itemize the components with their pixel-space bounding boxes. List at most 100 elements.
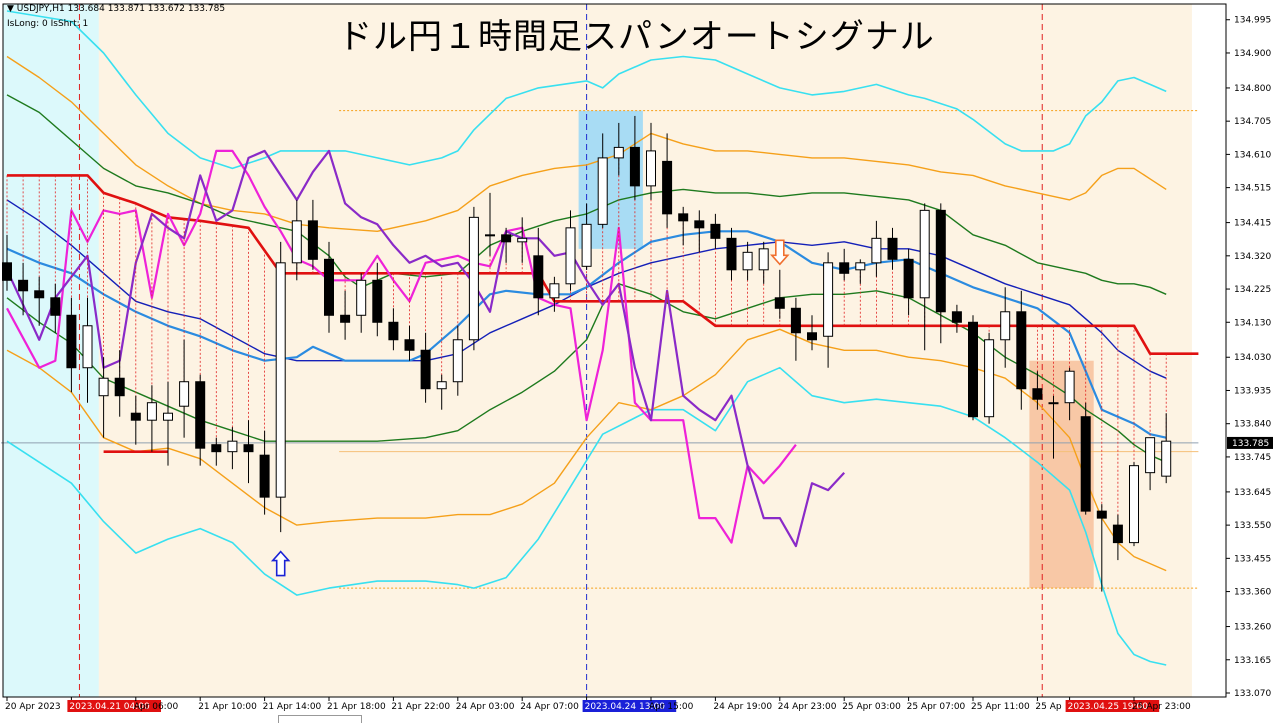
y-tick-label: 134.705: [1234, 117, 1271, 127]
x-tick-label: 20 Apr 2023: [5, 702, 61, 712]
y-tick-label: 134.900: [1234, 49, 1271, 59]
candle-body: [114, 377, 125, 397]
candle: [565, 210, 576, 291]
y-tick-label: 133.550: [1234, 521, 1271, 531]
series-blue_ma: [6, 230, 1167, 439]
candle-body: [420, 349, 431, 390]
candle-body: [807, 332, 817, 341]
candle-body: [501, 234, 512, 243]
y-tick-label: 133.260: [1234, 623, 1271, 633]
candle-body: [18, 279, 29, 292]
y-tick-label: 133.360: [1234, 588, 1271, 598]
candle-body: [146, 402, 157, 421]
candle: [758, 241, 769, 284]
series-purple: [6, 149, 846, 548]
y-tick-label: 134.415: [1234, 219, 1271, 229]
candle: [662, 133, 673, 228]
candle-body: [50, 297, 61, 316]
candle: [613, 122, 624, 176]
candle: [1032, 371, 1043, 410]
chart-title: ドル円１時間足スパンオートシグナル: [338, 17, 935, 57]
candle: [1080, 402, 1091, 515]
candle-body: [324, 258, 334, 316]
candle: [372, 262, 383, 337]
candle-body: [34, 290, 45, 299]
candle-body: [919, 209, 930, 299]
down-arrow-icon: [770, 239, 790, 266]
candle: [903, 248, 914, 316]
candle: [710, 213, 721, 249]
candle-body: [452, 339, 463, 383]
candle-body: [130, 412, 141, 421]
y-tick-label: 133.165: [1234, 656, 1271, 666]
series-navy_ma: [6, 199, 1167, 379]
x-tick-label: 25 Ap: [1035, 702, 1061, 712]
candle-body: [1064, 370, 1075, 404]
candle: [34, 276, 45, 326]
candle: [517, 217, 528, 263]
candle-body: [871, 237, 882, 264]
candle-body: [356, 279, 367, 316]
candle-body: [1145, 437, 1156, 474]
candle-body: [1016, 311, 1027, 390]
candle: [18, 262, 29, 316]
candle: [871, 220, 882, 277]
candle: [195, 374, 206, 466]
candle: [485, 192, 495, 256]
candle: [291, 199, 302, 281]
candle: [307, 199, 318, 270]
indicator-info: IsLong: 0 IsShrt: 1: [7, 19, 89, 29]
candle: [629, 115, 640, 200]
candle-body: [211, 444, 222, 453]
candle: [66, 297, 77, 393]
right-margin: [1191, 4, 1226, 697]
candle: [935, 203, 946, 344]
candle-body: [388, 321, 399, 341]
candle-body: [98, 377, 109, 397]
candle-body: [855, 262, 866, 271]
current-price-label: 133.785: [1232, 439, 1269, 449]
candle: [549, 276, 560, 312]
candle-body: [758, 248, 769, 271]
candle: [324, 241, 334, 333]
candle-body: [1096, 510, 1107, 519]
series-bb_mid_lower: [6, 328, 1167, 572]
candle-body: [259, 454, 270, 498]
y-tick-label: 134.320: [1234, 252, 1271, 262]
x-tick-label: 21 Apr 18:00: [327, 702, 386, 712]
candle: [646, 122, 656, 200]
candle-body: [517, 237, 528, 243]
y-tick-label: 133.745: [1234, 453, 1271, 463]
candle-body: [66, 314, 77, 369]
candle-body: [1129, 465, 1139, 544]
candle: [823, 252, 834, 368]
candle: [452, 325, 463, 396]
candle-body: [565, 227, 576, 285]
y-tick-label: 133.455: [1234, 554, 1271, 564]
candle-body: [935, 209, 946, 313]
candle: [275, 241, 286, 533]
y-tick-label: 134.515: [1234, 184, 1271, 194]
y-tick-label: 134.130: [1234, 318, 1271, 328]
candle: [420, 332, 431, 403]
x-tick-label: 21 Apr 22:00: [391, 702, 450, 712]
candle-body: [1161, 440, 1172, 477]
candle-body: [887, 237, 898, 260]
chart-tab[interactable]: [278, 715, 362, 723]
candle: [855, 259, 866, 284]
x-tick-label: 25 Apr 11:00: [971, 702, 1030, 712]
candle: [1129, 462, 1139, 547]
candle-body: [774, 297, 785, 309]
candle-body: [82, 325, 93, 369]
x-tick-label: 25 Apr 03:00: [842, 702, 901, 712]
candle: [98, 357, 109, 438]
y-tick-label: 134.995: [1234, 16, 1271, 26]
x-tick-label: 21 Apr 14:00: [263, 702, 322, 712]
x-tick-label: 2023.04.21 04:00: [69, 702, 150, 712]
y-tick-label: 133.840: [1234, 420, 1271, 430]
candle-body: [581, 223, 592, 267]
candle: [951, 304, 962, 333]
candle: [356, 273, 367, 333]
candle-body: [340, 314, 351, 323]
